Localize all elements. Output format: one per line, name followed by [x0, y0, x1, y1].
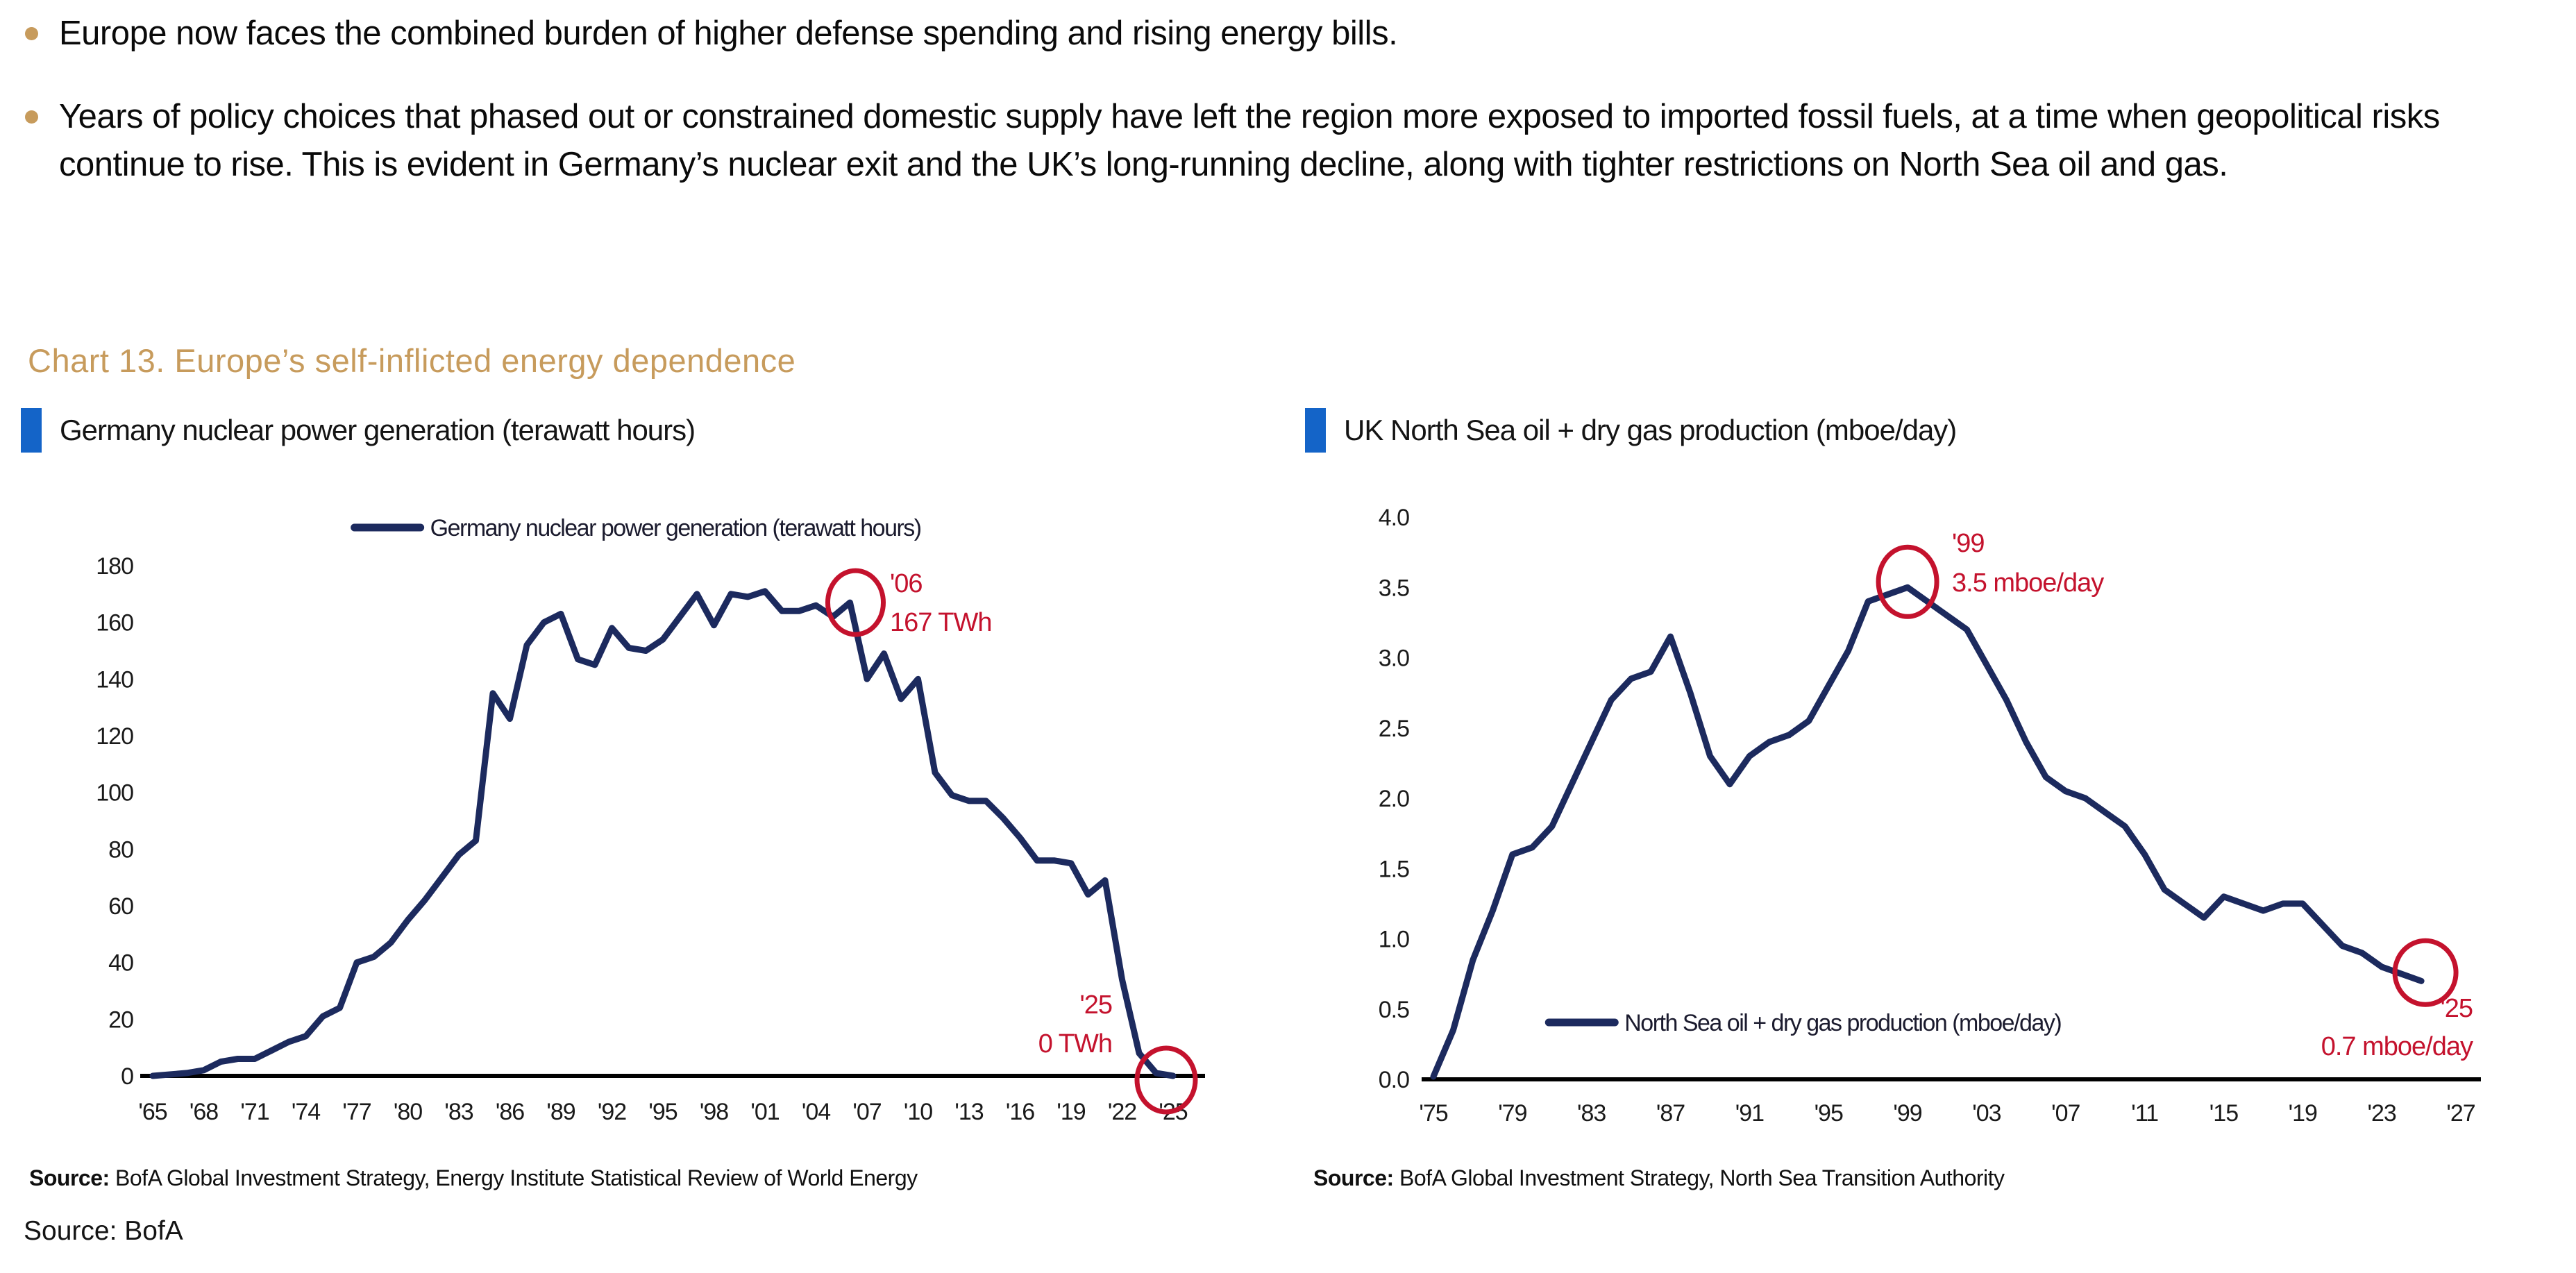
- y-tick-label: 0.5: [1379, 997, 1409, 1023]
- y-tick-label: 2.5: [1379, 716, 1409, 742]
- annotation-circle: [1134, 1045, 1198, 1115]
- annotation-circle: [825, 568, 886, 637]
- x-tick-label: '04: [802, 1099, 830, 1125]
- x-tick-label: '83: [444, 1099, 473, 1125]
- x-tick-label: '15: [2209, 1100, 2238, 1127]
- y-tick-label: 1.5: [1379, 856, 1409, 882]
- series-line: [149, 588, 1177, 1079]
- x-tick-label: '10: [904, 1099, 932, 1125]
- x-tick-label: '65: [138, 1099, 167, 1125]
- y-tick-label: 0.0: [1379, 1067, 1409, 1093]
- y-tick-label: 120: [96, 723, 133, 750]
- y-tick-label: 80: [108, 836, 133, 863]
- annotation-circle: [2392, 938, 2459, 1007]
- y-tick-label: 0: [121, 1063, 133, 1090]
- x-tick-label: '95: [648, 1099, 677, 1125]
- page-source: Source: BofA: [24, 1216, 183, 1246]
- x-tick-label: '87: [1656, 1100, 1685, 1127]
- y-tick-label: 20: [108, 1006, 133, 1033]
- bullet-icon: [25, 110, 38, 124]
- annotation-text: 3.5 mboe/day: [1952, 568, 2104, 598]
- chart-title: UK North Sea oil + dry gas production (m…: [1344, 414, 1957, 446]
- x-tick-label: '11: [2131, 1100, 2158, 1127]
- y-tick-label: 160: [96, 610, 133, 636]
- chart-title: Germany nuclear power generation (terawa…: [60, 414, 696, 446]
- legend-label: North Sea oil + dry gas production (mboe…: [1624, 1010, 2061, 1036]
- y-tick-label: 180: [96, 553, 133, 580]
- annotation-text: '99: [1952, 529, 1985, 558]
- source-text: BofA Global Investment Strategy, North S…: [1393, 1165, 2005, 1190]
- y-tick-label: 140: [96, 666, 133, 693]
- x-tick-label: '03: [1972, 1100, 2001, 1127]
- y-tick-label: 3.0: [1379, 646, 1409, 672]
- annotation-text: 0.7 mboe/day: [2321, 1032, 2473, 1061]
- x-tick-label: '07: [2051, 1100, 2080, 1127]
- annotation-text: '25: [1079, 990, 1112, 1020]
- x-tick-label: '23: [2367, 1100, 2396, 1127]
- annotation-text: 167 TWh: [890, 608, 991, 637]
- source-text: BofA Global Investment Strategy, Energy …: [109, 1165, 918, 1190]
- bullet-item: Europe now faces the combined burden of …: [25, 10, 2524, 58]
- bullet-text: Europe now faces the combined burden of …: [59, 15, 1398, 52]
- annotation-text: '06: [890, 569, 923, 598]
- x-tick-label: '22: [1108, 1099, 1136, 1125]
- source-label: Source:: [29, 1165, 110, 1190]
- x-tick-label: '98: [700, 1099, 728, 1125]
- x-tick-label: '95: [1815, 1100, 1843, 1127]
- bullet-item: Years of policy choices that phased out …: [25, 93, 2524, 189]
- title-marker-icon: [1305, 408, 1326, 453]
- x-tick-label: '86: [496, 1099, 524, 1125]
- chart-panel-uk-north-sea: UK North Sea oil + dry gas production (m…: [1305, 406, 2561, 1191]
- x-tick-label: '75: [1419, 1100, 1447, 1127]
- bullet-list: Europe now faces the combined burden of …: [25, 10, 2524, 224]
- y-tick-label: 1.0: [1379, 927, 1409, 953]
- x-tick-label: '80: [394, 1099, 422, 1125]
- x-tick-label: '19: [2289, 1100, 2317, 1127]
- x-tick-label: '01: [750, 1099, 779, 1125]
- x-tick-label: '13: [954, 1099, 983, 1125]
- x-tick-label: '71: [240, 1099, 269, 1125]
- x-tick-label: '89: [546, 1099, 575, 1125]
- bullet-text: Years of policy choices that phased out …: [59, 97, 2440, 184]
- y-tick-label: 40: [108, 950, 133, 977]
- bullet-icon: [25, 27, 38, 40]
- annotation-text: 0 TWh: [1038, 1029, 1112, 1059]
- series-line: [1430, 584, 2425, 1080]
- y-tick-label: 4.0: [1379, 505, 1409, 531]
- x-tick-label: '19: [1057, 1099, 1085, 1125]
- y-tick-label: 2.0: [1379, 786, 1409, 812]
- uk-north-sea-line-chart: 0.0 0.5 1.0 1.5 2.0 2.5 3.0 3.5 4.0 '75 '79 '83 '87 '…: [1379, 505, 2481, 1127]
- y-tick-label: 100: [96, 780, 133, 807]
- chart-header: UK North Sea oil + dry gas production (m…: [1305, 406, 2561, 455]
- source-label: Source:: [1313, 1165, 1394, 1190]
- x-tick-label: '74: [292, 1099, 320, 1125]
- chart-panel-germany-nuclear: Germany nuclear power generation (terawa…: [21, 406, 1270, 1191]
- legend-label: Germany nuclear power generation (terawa…: [430, 515, 921, 541]
- x-tick-label: '16: [1006, 1099, 1034, 1125]
- x-tick-label: '27: [2446, 1100, 2475, 1127]
- chart-section-title: Chart 13. Europe’s self-inflicted energy…: [28, 342, 796, 379]
- x-tick-label: '99: [1893, 1100, 1921, 1127]
- chart-source: Source: BofA Global Investment Strategy,…: [1313, 1165, 2561, 1191]
- x-tick-label: '77: [342, 1099, 371, 1125]
- annotation-circle: [1876, 544, 1939, 619]
- annotation-text: '25: [2440, 994, 2473, 1023]
- x-tick-label: '68: [190, 1099, 218, 1125]
- x-tick-label: '07: [852, 1099, 881, 1125]
- germany-nuclear-line-chart: 0 20 40 60 80 100 120 140 160 180 '65 '68 '71 '74 '77 '…: [96, 515, 1205, 1125]
- x-tick-label: '91: [1735, 1100, 1764, 1127]
- x-tick-label: '92: [598, 1099, 626, 1125]
- y-tick-label: 60: [108, 893, 133, 920]
- y-tick-label: 3.5: [1379, 575, 1409, 601]
- chart-header: Germany nuclear power generation (terawa…: [21, 406, 1270, 455]
- x-tick-label: '79: [1498, 1100, 1526, 1127]
- chart-source: Source: BofA Global Investment Strategy,…: [29, 1165, 1270, 1191]
- title-marker-icon: [21, 408, 42, 453]
- x-tick-label: '83: [1577, 1100, 1606, 1127]
